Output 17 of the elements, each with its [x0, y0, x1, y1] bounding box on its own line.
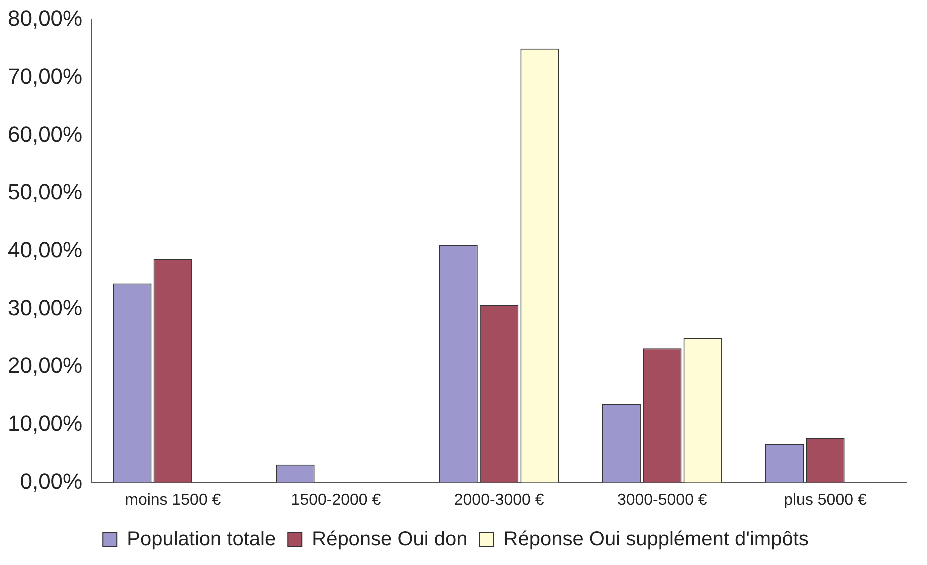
y-tick-label: 50,00%	[8, 180, 83, 205]
y-tick-label: 20,00%	[8, 353, 83, 378]
y-tick-label: 60,00%	[8, 122, 83, 147]
x-tick-label: moins 1500 €	[125, 492, 222, 509]
legend-label: Réponse Oui supplément d'impôts	[504, 528, 809, 551]
x-tick-label: 2000-3000 €	[454, 492, 544, 509]
x-tick-label: 1500-2000 €	[291, 492, 382, 509]
legend-label: Population totale	[127, 528, 276, 551]
y-tick-label: 0,00%	[20, 468, 83, 494]
y-tick-label: 70,00%	[8, 64, 83, 89]
y-tick-label: 10,00%	[8, 411, 83, 436]
y-tick-label: 30,00%	[8, 295, 83, 320]
x-tick-label: plus 5000 €	[784, 492, 867, 509]
x-tick-label: 3000-5000 €	[617, 492, 708, 509]
y-tick-label: 80,00%	[8, 6, 83, 32]
y-tick-label: 40,00%	[8, 237, 83, 262]
legend-label: Réponse Oui don	[312, 528, 468, 551]
